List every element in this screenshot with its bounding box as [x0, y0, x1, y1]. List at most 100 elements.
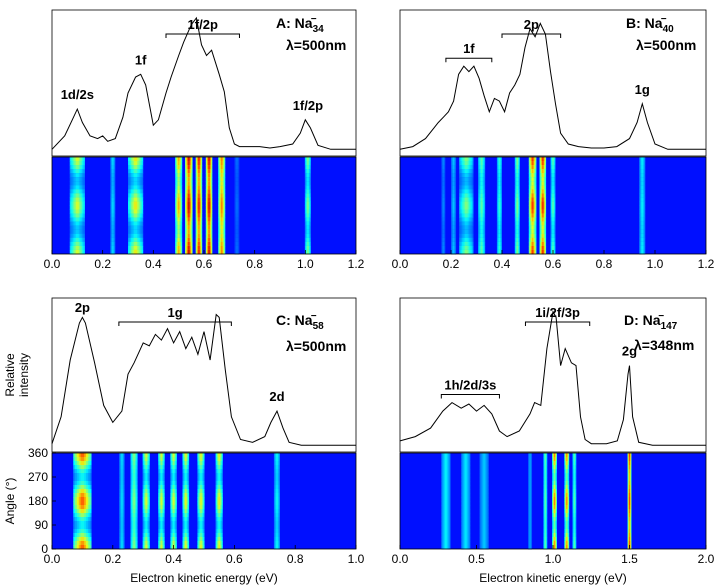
map-cell	[442, 229, 444, 235]
map-cell	[185, 473, 187, 478]
map-cell	[75, 173, 79, 178]
map-cell	[516, 177, 518, 182]
map-cell	[133, 477, 135, 482]
map-cell	[442, 169, 444, 174]
map-cell	[307, 209, 309, 214]
map-cell	[307, 201, 309, 206]
map-cell	[554, 477, 556, 482]
map-cell	[464, 205, 468, 210]
map-cell	[480, 185, 483, 190]
panel-title: A: Na34−	[276, 14, 324, 35]
map-cell	[574, 541, 575, 546]
map-cell	[198, 221, 200, 227]
map-cell	[208, 205, 210, 210]
map-cell	[444, 489, 447, 494]
x-tick-label: 0.2	[94, 257, 111, 271]
map-cell	[531, 157, 534, 162]
map-cell	[641, 177, 643, 182]
cluster-charge: −	[661, 14, 667, 25]
map-cell	[172, 541, 175, 546]
map-cell	[200, 521, 202, 526]
map-cell	[236, 241, 238, 247]
map-cell	[145, 453, 147, 458]
map-cell	[188, 189, 190, 194]
map-cell	[464, 529, 467, 534]
map-cell	[145, 521, 147, 526]
map-cell	[442, 205, 444, 210]
map-cell	[218, 465, 220, 470]
map-cell	[566, 509, 568, 514]
map-cell	[236, 185, 238, 190]
map-cell	[172, 529, 175, 534]
map-cell	[75, 241, 79, 247]
map-cell	[198, 233, 200, 239]
map-cell	[566, 477, 568, 482]
map-cell	[177, 185, 180, 190]
map-cell	[498, 233, 500, 239]
map-cell	[134, 233, 138, 239]
map-cell	[121, 501, 123, 506]
map-cell	[80, 465, 85, 470]
map-cell	[531, 233, 534, 239]
map-cell	[529, 497, 531, 502]
map-cell	[276, 521, 278, 526]
map-cell	[542, 197, 544, 202]
map-cell	[464, 457, 467, 462]
wavelength-label: λ=500nm	[286, 338, 346, 354]
map-cell	[629, 469, 630, 474]
map-cell	[498, 237, 500, 243]
map-cell	[208, 189, 210, 194]
map-cell	[552, 189, 554, 194]
peak-bracket	[165, 33, 240, 38]
map-cell	[236, 169, 238, 174]
map-cell	[121, 541, 123, 546]
map-cell	[185, 517, 187, 522]
map-cell	[552, 241, 554, 247]
spectrum-line	[51, 313, 356, 446]
map-cell	[121, 461, 123, 466]
map-cell	[160, 461, 163, 466]
map-cell	[574, 493, 575, 498]
map-cell	[276, 485, 278, 490]
map-cell	[574, 533, 575, 538]
map-cell	[464, 225, 468, 231]
map-cell	[172, 485, 175, 490]
map-cell	[480, 233, 483, 239]
map-cell	[133, 545, 135, 550]
map-cell	[498, 225, 500, 231]
map-cell	[566, 473, 568, 478]
map-cell	[188, 157, 190, 162]
map-cell	[198, 245, 200, 251]
map-cell	[160, 493, 163, 498]
x-tick-label: 1.0	[647, 257, 664, 271]
map-cell	[444, 521, 447, 526]
map-cell	[185, 457, 187, 462]
map-cell	[133, 473, 135, 478]
map-cell	[200, 505, 202, 510]
map-cell	[276, 533, 278, 538]
map-cell	[542, 213, 544, 219]
map-cell	[276, 517, 278, 522]
map-cell	[112, 205, 114, 210]
map-cell	[198, 229, 200, 235]
map-cell	[276, 465, 278, 470]
map-cell	[516, 205, 518, 210]
map-cell	[464, 241, 468, 247]
map-cell	[236, 233, 238, 239]
map-cell	[544, 521, 546, 526]
map-cell	[464, 157, 468, 162]
map-cell	[145, 505, 147, 510]
map-cell	[75, 209, 79, 214]
map-cell	[200, 541, 202, 546]
panel-title: D: Na147−	[624, 311, 678, 332]
map-cell	[442, 189, 444, 194]
map-cell	[442, 237, 444, 243]
map-cell	[442, 249, 444, 255]
x-tick-label: 0.4	[494, 257, 511, 271]
map-cell	[185, 493, 187, 498]
map-cell	[133, 513, 135, 518]
map-cell	[629, 521, 630, 526]
map-cell	[574, 485, 575, 490]
map-cell	[498, 213, 500, 219]
x-tick-label: 0.8	[596, 257, 613, 271]
